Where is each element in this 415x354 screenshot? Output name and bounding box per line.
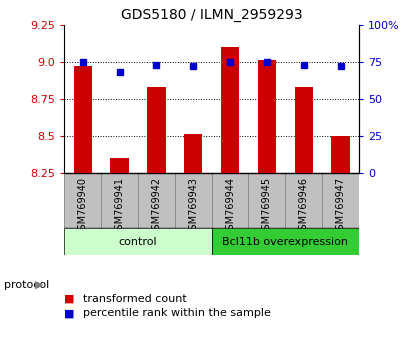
FancyBboxPatch shape <box>101 173 138 228</box>
FancyBboxPatch shape <box>64 173 101 228</box>
FancyBboxPatch shape <box>322 173 359 228</box>
FancyBboxPatch shape <box>286 173 322 228</box>
Text: GSM769943: GSM769943 <box>188 177 198 236</box>
Title: GDS5180 / ILMN_2959293: GDS5180 / ILMN_2959293 <box>121 8 303 22</box>
Text: GSM769944: GSM769944 <box>225 177 235 236</box>
Text: GSM769940: GSM769940 <box>78 177 88 236</box>
Text: GSM769941: GSM769941 <box>115 177 124 236</box>
Bar <box>295 87 313 173</box>
Text: GSM769947: GSM769947 <box>336 177 346 236</box>
FancyBboxPatch shape <box>175 173 212 228</box>
FancyBboxPatch shape <box>212 228 359 255</box>
Bar <box>110 158 129 173</box>
FancyBboxPatch shape <box>64 228 212 255</box>
Bar <box>221 47 239 173</box>
Text: ■: ■ <box>64 308 75 318</box>
FancyBboxPatch shape <box>138 173 175 228</box>
Text: ■: ■ <box>64 294 75 304</box>
FancyBboxPatch shape <box>249 173 286 228</box>
FancyBboxPatch shape <box>212 173 249 228</box>
Text: control: control <box>119 237 157 247</box>
Text: GSM769945: GSM769945 <box>262 177 272 236</box>
Text: GSM769946: GSM769946 <box>299 177 309 236</box>
Text: transformed count: transformed count <box>83 294 187 304</box>
Text: Bcl11b overexpression: Bcl11b overexpression <box>222 237 348 247</box>
Bar <box>147 87 166 173</box>
Text: protocol: protocol <box>4 280 49 290</box>
Bar <box>184 135 203 173</box>
Bar <box>73 66 92 173</box>
Text: GSM769942: GSM769942 <box>151 177 161 236</box>
Bar <box>258 60 276 173</box>
Bar <box>331 136 350 173</box>
Text: ▶: ▶ <box>35 280 44 290</box>
Text: percentile rank within the sample: percentile rank within the sample <box>83 308 271 318</box>
